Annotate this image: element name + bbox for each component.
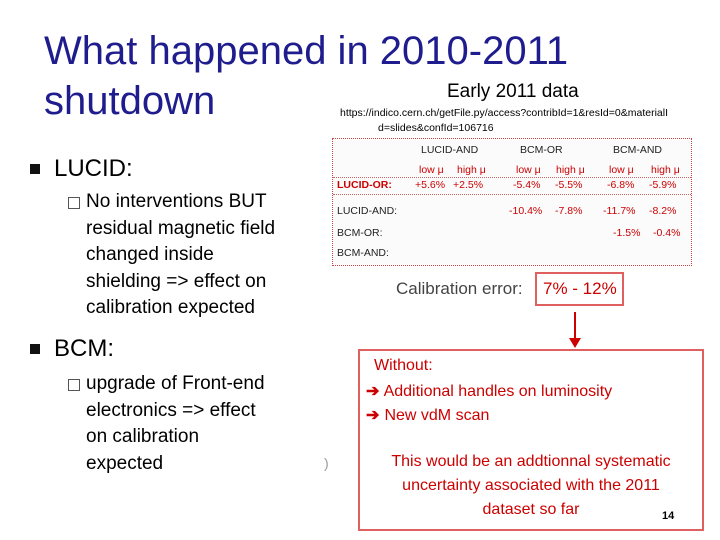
box-item: ➔ Additional handles on luminosity — [366, 381, 612, 401]
conclusion-box: Without: ➔ Additional handles on luminos… — [358, 349, 704, 531]
sub-line: shielding => effect on — [86, 270, 267, 292]
sub-header: high μ — [556, 164, 585, 176]
row-label: LUCID-AND: — [337, 205, 398, 217]
table-cell: -5.4% — [513, 179, 541, 191]
row-label: LUCID-OR: — [337, 179, 392, 191]
figure-heading: Early 2011 data — [447, 81, 579, 102]
square-bullet-icon — [30, 344, 40, 354]
sub-bullet-bcm: upgrade of Front-end electronics => effe… — [68, 371, 316, 477]
sub-header: low μ — [419, 164, 444, 176]
box-text: This would be an addtionnal systematic — [391, 453, 671, 470]
box-text: dataset so far — [482, 501, 580, 518]
table-cell: -11.7% — [603, 205, 636, 217]
sub-line: calibration expected — [86, 297, 255, 318]
sub-header: low μ — [516, 164, 541, 176]
page-number: 14 — [662, 510, 675, 522]
bullet-lucid: LUCID: — [30, 155, 133, 183]
url-line-2: d=slides&confId=106716 — [378, 122, 494, 134]
table-cell: -1.5% — [613, 227, 641, 239]
sub-line: upgrade of Front-end — [86, 373, 265, 394]
bullet-label: BCM: — [54, 335, 114, 362]
box-item-text: Additional handles on luminosity — [383, 383, 613, 400]
calibration-label: Calibration error: — [396, 279, 523, 298]
sub-line: expected — [86, 452, 164, 474]
box-text: uncertainty associated with the 2011 — [402, 477, 660, 494]
right-arrow-icon: ➔ — [366, 383, 380, 400]
group-header: BCM-OR — [520, 144, 563, 156]
url-line-1: https://indico.cern.ch/getFile.py/access… — [340, 107, 669, 119]
title-line-1: What happened in 2010-2011 — [44, 29, 569, 73]
table-cell: -8.2% — [649, 205, 677, 217]
title-line-2: shutdown — [44, 79, 216, 123]
table-cell: -6.8% — [607, 179, 635, 191]
arrow-head-icon — [569, 338, 581, 348]
sub-header: low μ — [609, 164, 634, 176]
group-header: BCM-AND — [613, 144, 662, 156]
square-bullet-icon — [30, 164, 40, 174]
table-cell: +2.5% — [453, 179, 484, 191]
box-heading: Without: — [374, 357, 433, 374]
calibration-value-box: 7% - 12% — [535, 272, 624, 306]
down-arrow-icon — [574, 312, 576, 340]
sub-line: electronics => effect — [86, 399, 256, 421]
slide-title: What happened in 2010-2011 shutdown — [44, 26, 644, 126]
box-item: ➔ New vdM scan — [366, 405, 489, 425]
hollow-square-bullet-icon — [68, 379, 80, 391]
row-label: BCM-AND: — [337, 247, 389, 259]
table-cell: -7.8% — [555, 205, 583, 217]
separator — [333, 194, 691, 195]
table-cell: -0.4% — [653, 227, 681, 239]
table-cell: -5.9% — [649, 179, 677, 191]
box-item-text: New vdM scan — [384, 407, 490, 424]
sub-line: changed inside — [86, 244, 214, 265]
source-url[interactable]: https://indico.cern.ch/getFile.py/access… — [340, 106, 690, 136]
sub-bullet-lucid: No interventions BUT residual magnetic f… — [68, 189, 316, 322]
sub-line: residual magnetic field — [86, 217, 276, 239]
paren-glyph: ) — [324, 455, 329, 471]
row-label: BCM-OR: — [337, 227, 383, 239]
right-arrow-icon: ➔ — [366, 407, 380, 424]
hollow-square-bullet-icon — [68, 197, 80, 209]
separator — [333, 177, 691, 178]
calibration-value: 7% - 12% — [543, 279, 617, 298]
sub-header: high μ — [651, 164, 680, 176]
bullet-label: LUCID: — [54, 155, 133, 182]
calibration-table: LUCID-AND BCM-OR BCM-AND low μ high μ lo… — [332, 138, 692, 266]
sub-line: on calibration — [86, 426, 200, 447]
sub-header: high μ — [457, 164, 486, 176]
table-cell: -5.5% — [555, 179, 583, 191]
table-cell: -10.4% — [509, 205, 543, 217]
sub-line: No interventions BUT — [86, 191, 267, 212]
bullet-bcm: BCM: — [30, 335, 114, 363]
table-cell: +5.6% — [415, 179, 446, 191]
group-header: LUCID-AND — [421, 144, 479, 156]
